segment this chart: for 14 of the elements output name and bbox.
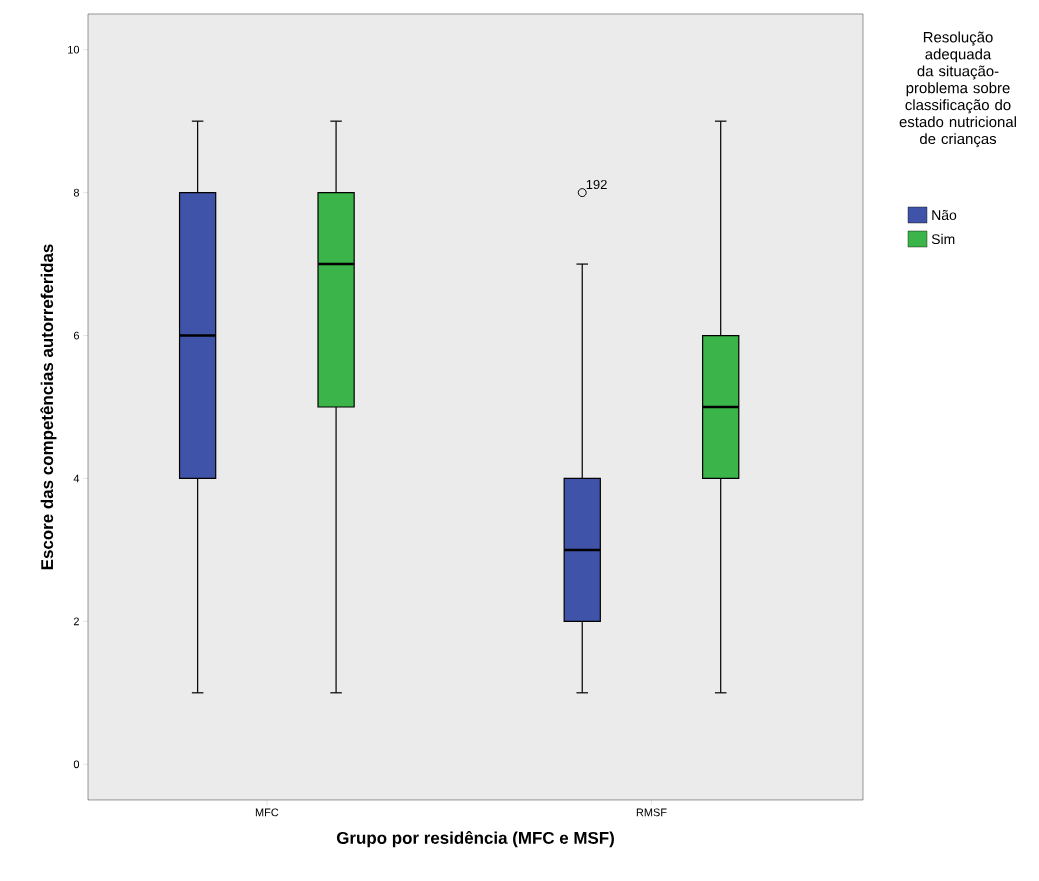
x-tick-label: RMSF	[636, 808, 667, 817]
y-tick-label: 10	[68, 45, 80, 54]
x-tick-label: MFC	[255, 808, 279, 817]
y-tick-label: 8	[73, 188, 79, 197]
y-tick-label: 0	[73, 760, 80, 769]
legend-label: Não	[932, 209, 957, 221]
y-tick-label: 2	[73, 617, 79, 626]
annotation: 192	[586, 179, 607, 190]
legend-label: Sim	[931, 233, 955, 245]
y-axis-title: Escore das competências autorreferidas	[40, 244, 57, 570]
y-tick-label: 4	[73, 474, 80, 483]
y-tick-label: 6	[73, 331, 79, 340]
x-axis-title: Grupo por residência (MFC e MSF)	[336, 831, 614, 848]
legend-title: Resolução adequada da situação-problema sobre classificação do estado nutricional de crianças	[899, 31, 1016, 148]
